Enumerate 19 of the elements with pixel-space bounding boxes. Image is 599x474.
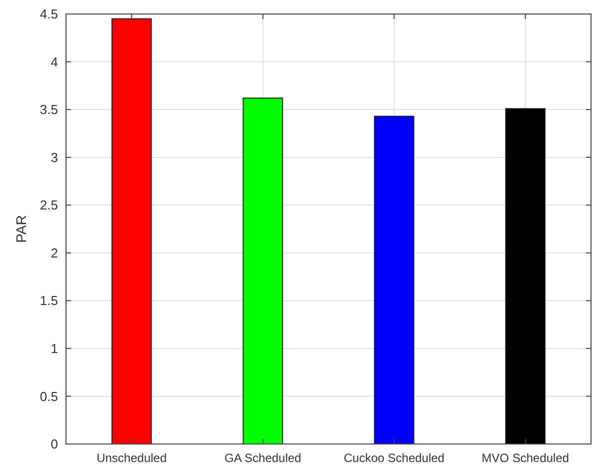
x-tick-label: GA Scheduled	[224, 451, 302, 465]
y-tick-label: 4.5	[40, 6, 58, 22]
y-tick-label: 4	[50, 54, 58, 70]
y-tick-label: 2.5	[40, 198, 58, 213]
x-tick-label: Cuckoo Scheduled	[344, 451, 444, 465]
y-tick-label: 3	[50, 150, 58, 165]
y-tick-label: 3.5	[40, 102, 58, 118]
y-tick-label: 2	[50, 245, 58, 260]
y-axis-title: PAR	[13, 215, 29, 243]
y-tick-label: 0	[50, 436, 58, 452]
bar	[505, 108, 546, 444]
y-tick-label: 1.5	[40, 293, 58, 308]
y-tick-label: 1	[50, 340, 58, 356]
y-tick-label: 0.5	[40, 388, 58, 404]
x-tick-label: Unscheduled	[96, 451, 167, 465]
bar	[242, 98, 284, 444]
x-tick-label: MVO Scheduled	[482, 451, 570, 465]
bar	[111, 18, 152, 444]
bar	[374, 116, 414, 444]
